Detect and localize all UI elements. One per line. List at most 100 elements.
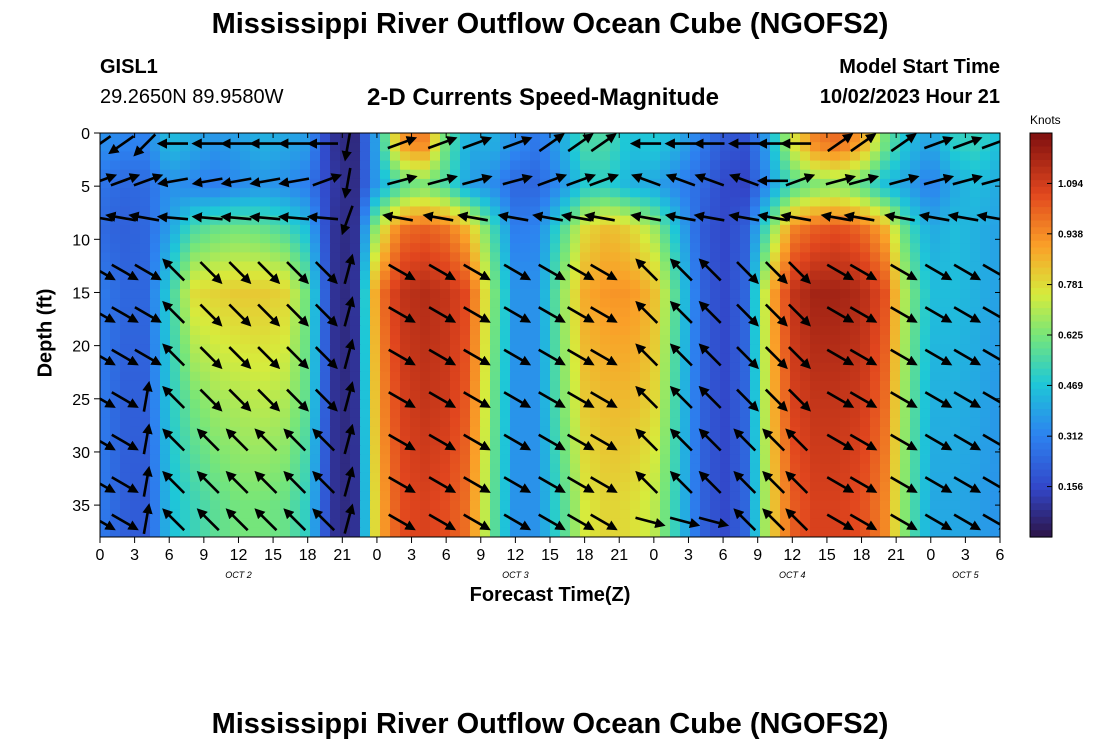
heatmap-cell	[180, 362, 191, 373]
heatmap-cell	[730, 417, 741, 428]
heatmap-cell	[750, 454, 761, 465]
heatmap-cell	[890, 316, 901, 327]
heatmap-cell	[560, 252, 571, 263]
heatmap-cell	[690, 188, 701, 198]
heatmap-cell	[320, 408, 331, 419]
heatmap-cell	[490, 491, 501, 501]
heatmap-cell	[350, 169, 361, 180]
heatmap-cell	[540, 133, 551, 143]
heatmap-cell	[210, 307, 221, 318]
heatmap-cell	[400, 316, 411, 327]
heatmap-cell	[970, 142, 981, 152]
heatmap-cell	[470, 289, 481, 299]
heatmap-cell	[570, 408, 581, 419]
heatmap-cell	[340, 491, 351, 501]
heatmap-cell	[970, 325, 981, 336]
heatmap-cell	[120, 261, 131, 272]
heatmap-cell	[720, 252, 731, 263]
heatmap-cell	[520, 224, 531, 235]
heatmap-cell	[510, 325, 521, 336]
heatmap-cell	[830, 472, 841, 483]
heatmap-cell	[420, 509, 431, 520]
heatmap-cell	[430, 316, 441, 327]
heatmap-cell	[950, 408, 961, 419]
heatmap-cell	[560, 454, 571, 465]
heatmap-cell	[560, 481, 571, 492]
heatmap-cell	[810, 362, 821, 373]
heatmap-cell	[560, 243, 571, 253]
heatmap-cell	[140, 178, 151, 189]
heatmap-cell	[910, 344, 921, 354]
heatmap-cell	[490, 160, 501, 171]
heatmap-cell	[220, 500, 231, 511]
current-arrow	[463, 306, 491, 323]
heatmap-cell	[690, 151, 701, 162]
heatmap-cell	[980, 270, 991, 281]
plot-frame	[99, 132, 1001, 538]
heatmap-cell	[220, 408, 231, 419]
heatmap-cell	[170, 527, 181, 537]
heatmap-cell	[310, 362, 321, 373]
heatmap-cell	[680, 335, 691, 345]
heatmap-cell	[530, 463, 541, 474]
heatmap-cell	[470, 270, 481, 281]
heatmap-cell	[420, 472, 431, 483]
current-arrow	[538, 476, 566, 493]
heatmap-cell	[430, 408, 441, 419]
heatmap-cell	[460, 206, 471, 217]
heatmap-cell	[100, 252, 111, 263]
heatmap-cell	[750, 426, 761, 437]
heatmap-cell	[710, 481, 721, 492]
heatmap-cell	[270, 151, 281, 162]
heatmap-cell	[850, 270, 861, 281]
heatmap-cell	[580, 133, 591, 143]
heatmap-cell	[290, 316, 301, 327]
heatmap-cell	[390, 509, 401, 520]
heatmap-cell	[550, 344, 561, 354]
heatmap-cell	[560, 472, 571, 483]
heatmap-cell	[420, 224, 431, 235]
heatmap-cell	[540, 481, 551, 492]
heatmap-cell	[970, 224, 981, 235]
current-arrow	[157, 177, 189, 188]
heatmap-cell	[400, 151, 411, 162]
heatmap-cell	[380, 169, 391, 180]
heatmap-cell	[500, 353, 511, 364]
heatmap-cell	[980, 307, 991, 318]
heatmap-cell	[640, 445, 651, 455]
heatmap-cell	[120, 335, 131, 345]
current-arrow	[669, 258, 693, 282]
heatmap-cell	[860, 234, 871, 244]
heatmap-cell	[840, 224, 851, 235]
heatmap-cell	[200, 445, 211, 455]
heatmap-cell	[850, 197, 861, 208]
heatmap-cell	[600, 380, 611, 391]
heatmap-cell	[740, 289, 751, 299]
heatmap-cell	[330, 390, 341, 400]
heatmap-cell	[380, 362, 391, 373]
heatmap-cell	[780, 206, 791, 217]
heatmap-cell	[280, 445, 291, 455]
heatmap-cell	[530, 445, 541, 455]
y-tick-label: 35	[72, 498, 90, 515]
heatmap-cell	[870, 142, 881, 152]
heatmap-cell	[820, 316, 831, 327]
heatmap-cell	[950, 527, 961, 537]
heatmap-cell	[870, 215, 881, 226]
colorbar-segment	[1030, 314, 1052, 323]
heatmap-cell	[470, 243, 481, 253]
heatmap-cell	[990, 289, 1000, 299]
heatmap-cell	[670, 307, 681, 318]
heatmap-cell	[630, 169, 641, 180]
heatmap-cell	[260, 142, 271, 152]
current-arrow	[787, 303, 811, 327]
heatmap-cell	[160, 463, 171, 474]
heatmap-cell	[820, 527, 831, 537]
heatmap-cell	[760, 500, 771, 511]
heatmap-cell	[870, 472, 881, 483]
heatmap-cell	[340, 234, 351, 244]
heatmap-cell	[990, 133, 1000, 143]
current-arrow	[428, 433, 457, 451]
current-arrow	[826, 348, 855, 366]
heatmap-cell	[500, 279, 511, 290]
